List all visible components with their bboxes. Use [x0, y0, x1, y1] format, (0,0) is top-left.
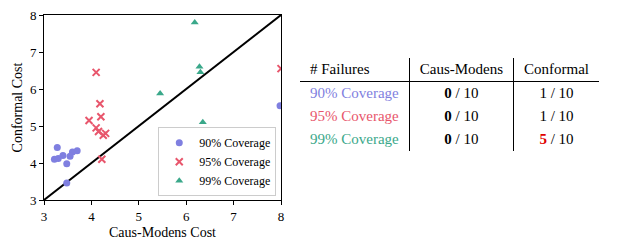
svg-text:7: 7 — [230, 209, 237, 224]
html-text:Conformal: Conformal — [524, 61, 589, 77]
svg-text:5: 5 — [136, 209, 143, 224]
svg-text:6: 6 — [183, 209, 190, 224]
svg-text:99% Coverage: 99% Coverage — [199, 174, 270, 188]
html-text:90% Coverage: 90% Coverage — [310, 85, 399, 101]
html-text:95% Coverage: 95% Coverage — [310, 108, 399, 124]
html-text:0 / 10: 0 / 10 — [444, 85, 479, 101]
html-text:0 / 10: 0 / 10 — [444, 131, 479, 147]
svg-text:8: 8 — [278, 209, 285, 224]
svg-text:4: 4 — [88, 209, 95, 224]
svg-text:Conformal Cost: Conformal Cost — [10, 62, 25, 152]
svg-text:7: 7 — [30, 45, 37, 60]
html-text:1 / 10: 1 / 10 — [539, 108, 574, 124]
svg-text:4: 4 — [30, 156, 37, 171]
html-text:99% Coverage: 99% Coverage — [310, 131, 399, 147]
svg-text:5: 5 — [30, 119, 37, 134]
svg-text:3: 3 — [30, 193, 37, 208]
html-text:Caus-Modens: Caus-Modens — [419, 61, 503, 77]
svg-text:95% Coverage: 95% Coverage — [199, 155, 270, 169]
html-text:0 / 10: 0 / 10 — [444, 108, 479, 124]
html-text:5 / 10: 5 / 10 — [539, 131, 574, 147]
svg-text:90% Coverage: 90% Coverage — [199, 136, 270, 150]
svg-text:8: 8 — [30, 8, 37, 23]
svg-text:Caus-Modens Cost: Caus-Modens Cost — [109, 225, 216, 240]
svg-text:6: 6 — [30, 82, 37, 97]
html-text:1 / 10: 1 / 10 — [539, 85, 574, 101]
html-text:# Failures: # Failures — [310, 61, 370, 77]
svg-text:3: 3 — [41, 209, 48, 224]
